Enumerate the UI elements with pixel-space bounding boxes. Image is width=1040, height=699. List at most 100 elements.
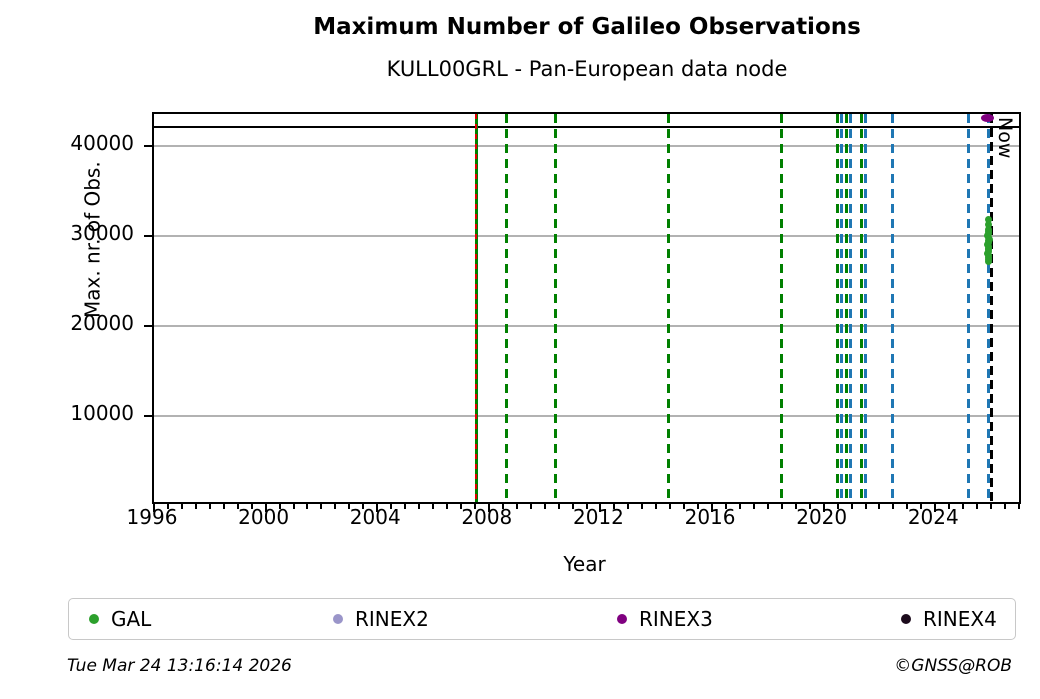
x-axis-minor-tick <box>404 504 407 509</box>
event-line-green <box>505 114 509 502</box>
x-axis-minor-tick <box>194 504 197 509</box>
x-axis-minor-tick <box>348 504 351 509</box>
x-axis-minor-tick <box>990 504 993 509</box>
x-axis-minor-tick <box>808 504 811 509</box>
x-axis-minor-tick <box>683 504 686 509</box>
x-axis-minor-tick <box>752 504 755 509</box>
x-axis-minor-tick <box>320 504 323 509</box>
x-axis-minor-tick <box>571 504 574 509</box>
event-line-blue <box>986 114 990 502</box>
x-axis-minor-tick <box>655 504 658 509</box>
x-axis-minor-tick <box>334 504 337 509</box>
x-axis-minor-tick <box>836 504 839 509</box>
legend-box: GAL RINEX2 RINEX3 RINEX4 <box>68 598 1016 640</box>
event-line-blue <box>848 114 852 502</box>
x-axis-minor-tick <box>306 504 309 509</box>
y-axis-tick <box>144 325 152 328</box>
x-axis-minor-tick <box>418 504 421 509</box>
x-axis-minor-tick <box>557 504 560 509</box>
x-tick-label: 2020 <box>796 505 848 529</box>
x-axis-minor-tick <box>948 504 951 509</box>
event-line-blue <box>840 114 844 502</box>
gal-point <box>984 258 992 266</box>
x-axis-minor-tick <box>543 504 546 509</box>
x-axis-minor-tick <box>432 504 435 509</box>
x-axis-minor-tick <box>166 504 169 509</box>
x-axis-minor-tick <box>445 504 448 509</box>
x-axis-minor-tick <box>1004 504 1007 509</box>
x-tick-label: 2024 <box>907 505 959 529</box>
x-axis-minor-tick <box>501 504 504 509</box>
legend-marker-icon <box>333 614 343 624</box>
rinex3-point <box>981 113 995 122</box>
y-tick-label: 40000 <box>70 131 134 156</box>
x-axis-minor-tick <box>180 504 183 509</box>
x-axis-minor-tick <box>906 504 909 509</box>
event-line-blue <box>864 114 868 502</box>
event-line-green-red <box>474 114 478 502</box>
x-axis-minor-tick <box>864 504 867 509</box>
legend-marker-icon <box>617 614 627 624</box>
x-axis-minor-tick <box>236 504 239 509</box>
x-axis-tick <box>264 504 267 512</box>
y-axis-tick <box>144 415 152 418</box>
x-axis-minor-tick <box>250 504 253 509</box>
x-axis-minor-tick <box>725 504 728 509</box>
x-axis-tick <box>376 504 379 512</box>
x-tick-label: 2000 <box>238 505 290 529</box>
x-axis-tick <box>822 504 825 512</box>
x-axis-minor-tick <box>613 504 616 509</box>
event-line-green <box>554 114 558 502</box>
x-axis-minor-tick <box>278 504 281 509</box>
x-axis-minor-tick <box>878 504 881 509</box>
event-line-red-overlay <box>475 114 478 502</box>
y-tick-label: 20000 <box>70 311 134 336</box>
y-tick-label: 30000 <box>70 221 134 246</box>
event-line-green <box>859 114 863 502</box>
event-line-green <box>844 114 848 502</box>
chart-title: Maximum Number of Galileo Observations <box>313 14 861 40</box>
x-axis-minor-tick <box>292 504 295 509</box>
now-line-label: Now <box>994 117 1017 159</box>
x-axis-minor-tick <box>208 504 211 509</box>
gal-point <box>984 215 992 223</box>
event-line-green <box>667 114 671 502</box>
y-tick-label: 10000 <box>70 401 134 426</box>
event-line-blue <box>890 114 894 502</box>
x-axis-minor-tick <box>697 504 700 509</box>
legend-label: RINEX2 <box>355 607 429 631</box>
gridline <box>154 415 1019 417</box>
x-tick-labels: 1996 2000 2004 2008 2012 2016 2020 2024 <box>127 505 1017 535</box>
x-axis-minor-tick <box>362 504 365 509</box>
legend-entry-rinex3: RINEX3 <box>617 599 713 639</box>
plot-area <box>144 112 1021 512</box>
x-axis-minor-tick <box>1018 504 1020 509</box>
x-axis-minor-tick <box>780 504 783 509</box>
legend-entry-rinex4: RINEX4 <box>901 599 997 639</box>
legend-entry-gal: GAL <box>89 599 151 639</box>
x-axis-minor-tick <box>529 504 532 509</box>
gridline <box>154 145 1019 147</box>
x-tick-label: 2012 <box>572 505 624 529</box>
x-axis-title: Year <box>563 552 606 576</box>
timestamp-text: Tue Mar 24 13:16:14 2026 <box>67 656 292 676</box>
now-line <box>989 114 993 502</box>
x-axis-minor-tick <box>222 504 225 509</box>
x-axis-minor-tick <box>920 504 923 509</box>
x-axis-minor-tick <box>794 504 797 509</box>
legend-entry-rinex2: RINEX2 <box>333 599 429 639</box>
chart-subtitle: KULL00GRL - Pan-European data node <box>386 57 788 81</box>
x-axis-minor-tick <box>962 504 965 509</box>
x-axis-minor-tick <box>459 504 462 509</box>
x-axis-tick <box>711 504 714 512</box>
gridline <box>154 235 1019 237</box>
event-line-green <box>836 114 840 502</box>
x-tick-label: 2016 <box>684 505 736 529</box>
event-line-blue <box>967 114 971 502</box>
x-axis-minor-tick <box>669 504 672 509</box>
x-axis-minor-tick <box>473 504 476 509</box>
x-axis-minor-tick <box>390 504 393 509</box>
y-axis-tick <box>144 235 152 238</box>
x-axis-tick <box>153 504 155 512</box>
